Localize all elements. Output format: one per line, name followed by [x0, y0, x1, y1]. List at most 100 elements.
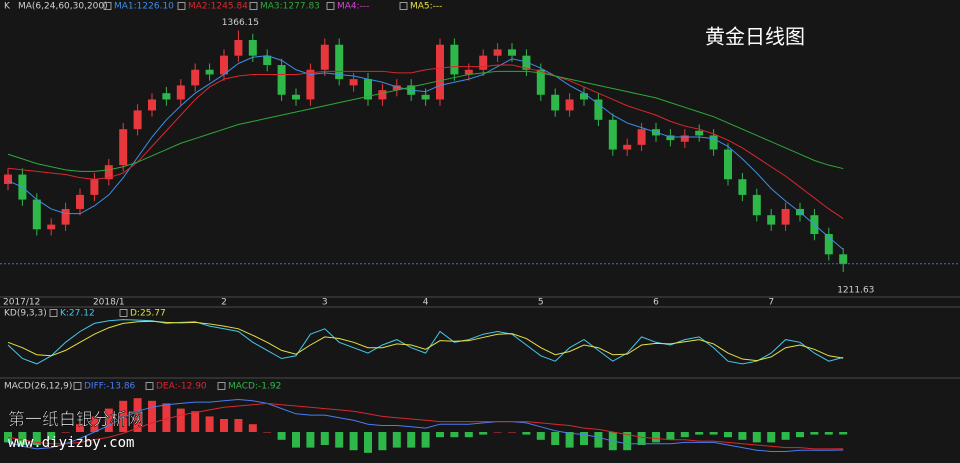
line: [7, 319, 844, 365]
low-label: 1211.63: [837, 286, 874, 296]
macd-bar: [392, 432, 401, 448]
candle-body: [335, 44, 344, 80]
macd-bar: [738, 432, 747, 440]
macd-bar: [18, 432, 27, 445]
macd-bar: [205, 416, 214, 432]
macd-bar: [133, 398, 142, 432]
macd-bar: [551, 432, 560, 445]
candle-body: [292, 94, 300, 100]
legend-label: DEA:-12.90: [156, 382, 207, 392]
x-tick-label: 3: [322, 298, 328, 308]
x-tick-label: 5: [538, 298, 544, 308]
candle-body: [248, 40, 257, 56]
candle-body: [724, 149, 732, 180]
candle-body: [551, 94, 560, 111]
candle-body: [47, 224, 56, 230]
candle-body: [4, 174, 12, 184]
candle-body: [594, 99, 603, 120]
candle-body: [378, 90, 387, 100]
legend-label: D:25.77: [130, 309, 166, 319]
macd-bar: [407, 432, 416, 448]
legend-label: MACD:-1.92: [228, 382, 281, 392]
macd-bar: [292, 432, 300, 448]
candle-body: [320, 44, 329, 70]
candle-body: [162, 93, 171, 100]
candle-body: [392, 85, 401, 91]
x-tick-label: 2017/12: [3, 298, 40, 308]
legend-label: K:27.12: [60, 309, 95, 319]
macd-bar: [320, 432, 329, 445]
candle-body: [76, 194, 84, 209]
macd-bar: [810, 432, 819, 435]
macd-bar: [839, 432, 848, 435]
pane-params: MA(6,24,60,30,200): [18, 2, 108, 12]
candle-body: [623, 144, 632, 150]
legend-swatch: [145, 382, 154, 390]
macd-bar: [695, 432, 704, 435]
candle-body: [680, 135, 689, 142]
candle-body: [709, 135, 718, 150]
macd-bar: [652, 432, 660, 443]
pane-title: KD(9,3,3): [4, 309, 47, 319]
macd-bar: [277, 432, 286, 440]
macd-bar: [752, 432, 761, 443]
candle-body: [133, 110, 142, 130]
macd-bar: [90, 416, 99, 432]
macd-bar: [464, 432, 473, 438]
candle-body: [738, 179, 747, 195]
macd-bar: [162, 403, 171, 432]
candle-body: [436, 44, 444, 100]
candle-body: [767, 215, 776, 225]
candle-body: [32, 199, 41, 230]
x-tick-label: 6: [653, 298, 659, 308]
legend-label: MA3:1277.83: [260, 2, 320, 12]
macd-bar: [248, 424, 257, 432]
macd-bar: [364, 432, 372, 453]
legend-swatch: [217, 382, 226, 390]
line: [7, 320, 844, 362]
macd-bar: [522, 432, 531, 435]
macd-bar: [306, 432, 315, 448]
candle-body: [580, 93, 588, 100]
line: [7, 402, 844, 450]
legend-swatch: [399, 2, 408, 10]
watermark: 第一纸白银分析网: [8, 410, 144, 430]
candle-body: [508, 49, 516, 56]
candle-body: [493, 49, 502, 56]
macd-bar: [378, 432, 387, 451]
macd-bar: [61, 432, 70, 433]
candle-body: [695, 130, 704, 136]
pane-title: MACD(26,12,9): [4, 382, 72, 392]
legend-label: MA4:---: [337, 2, 369, 12]
candle-body: [148, 99, 156, 111]
legend-label: DIFF:-13.86: [84, 382, 136, 392]
candle-body: [479, 55, 488, 70]
candle-body: [364, 79, 372, 100]
macd-bar: [666, 432, 675, 440]
x-tick-label: 4: [423, 298, 429, 308]
candle-body: [752, 194, 761, 216]
macd-bar: [680, 432, 689, 438]
macd-bar: [450, 432, 459, 438]
macd-bar: [824, 432, 833, 435]
candle-body: [824, 233, 833, 255]
macd-bar: [536, 432, 545, 440]
macd-bar: [580, 432, 588, 445]
macd-bar: [493, 432, 502, 433]
macd-bar: [349, 432, 358, 451]
legend-swatch: [119, 309, 128, 317]
macd-bar: [508, 432, 516, 433]
candle-body: [839, 254, 848, 264]
legend-label: MA5:---: [410, 2, 442, 12]
candle-body: [234, 40, 243, 56]
legend-swatch: [326, 2, 335, 10]
macd-bar: [479, 432, 488, 435]
legend-swatch: [249, 2, 258, 10]
macd-bar: [421, 432, 430, 448]
macd-bar: [191, 411, 200, 432]
legend-label: MA2:1245.84: [188, 2, 248, 12]
macd-bar: [623, 432, 632, 451]
x-tick-label: 7: [768, 298, 774, 308]
candle-body: [608, 119, 617, 150]
